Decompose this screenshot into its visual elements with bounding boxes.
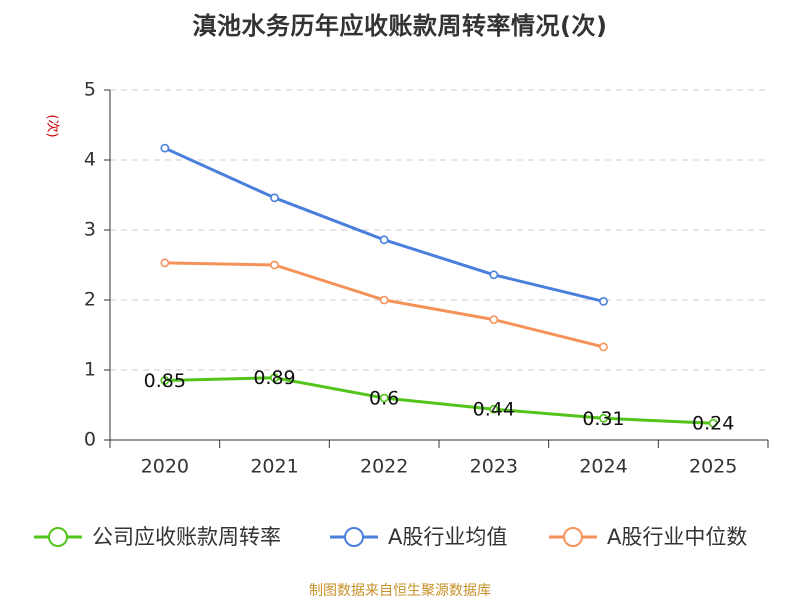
data-label: 0.85 <box>144 370 186 392</box>
legend-label[interactable]: 公司应收账款周转率 <box>92 525 281 549</box>
data-labels: 0.85 0.89 0.6 0.44 0.31 0.24 <box>144 367 735 435</box>
series-lines <box>160 143 718 428</box>
legend-label[interactable]: A股行业中位数 <box>607 525 747 549</box>
x-tick-label: 2024 <box>579 456 627 478</box>
grid-lines <box>110 89 768 371</box>
y-tick-label: 5 <box>84 79 96 101</box>
source-note: 制图数据来自恒生聚源数据库 <box>309 583 491 599</box>
data-point <box>599 296 608 306</box>
series-line <box>163 376 715 425</box>
x-tick-label: 2021 <box>250 456 298 478</box>
data-point <box>160 143 170 153</box>
data-label: 0.44 <box>473 399 515 421</box>
x-tick-label: 2025 <box>689 456 737 478</box>
chart-title: 滇池水务历年应收账款周转率情况(次) <box>192 12 608 40</box>
data-point <box>599 342 608 352</box>
data-point <box>489 404 499 414</box>
legend-marker[interactable] <box>344 527 364 547</box>
data-point <box>160 376 170 385</box>
y-tick-label: 2 <box>84 289 96 311</box>
legend-label[interactable]: A股行业均值 <box>388 525 507 549</box>
y-axis-label: (次) <box>45 114 61 137</box>
data-point <box>708 418 718 428</box>
data-point <box>379 235 389 245</box>
legend-marker[interactable] <box>48 527 68 547</box>
data-point <box>599 413 608 423</box>
y-tick-label: 3 <box>84 219 96 241</box>
series-line <box>163 146 605 303</box>
legend: 公司应收账款周转率 A股行业均值 A股行业中位数 <box>34 525 747 549</box>
data-point <box>270 193 279 203</box>
data-label: 0.24 <box>692 413 734 435</box>
data-point <box>160 258 170 268</box>
y-tick-label: 1 <box>84 359 96 381</box>
series-line <box>163 261 605 349</box>
data-label: 0.89 <box>253 367 295 389</box>
data-label: 0.31 <box>582 408 624 430</box>
axes: 0 1 2 3 4 5 2020 2021 2022 2023 2024 2025 <box>84 79 769 478</box>
x-tick-label: 2022 <box>360 456 408 478</box>
data-point <box>379 393 389 403</box>
legend-marker[interactable] <box>563 527 583 547</box>
data-point <box>270 373 279 383</box>
y-tick-label: 0 <box>84 429 96 451</box>
data-point <box>489 315 499 324</box>
x-tick-label: 2020 <box>141 456 189 478</box>
data-point <box>270 260 279 270</box>
data-label: 0.6 <box>369 388 399 410</box>
y-tick-label: 4 <box>84 149 96 171</box>
data-point <box>489 270 499 280</box>
data-point <box>379 295 389 305</box>
x-tick-label: 2023 <box>470 456 518 478</box>
